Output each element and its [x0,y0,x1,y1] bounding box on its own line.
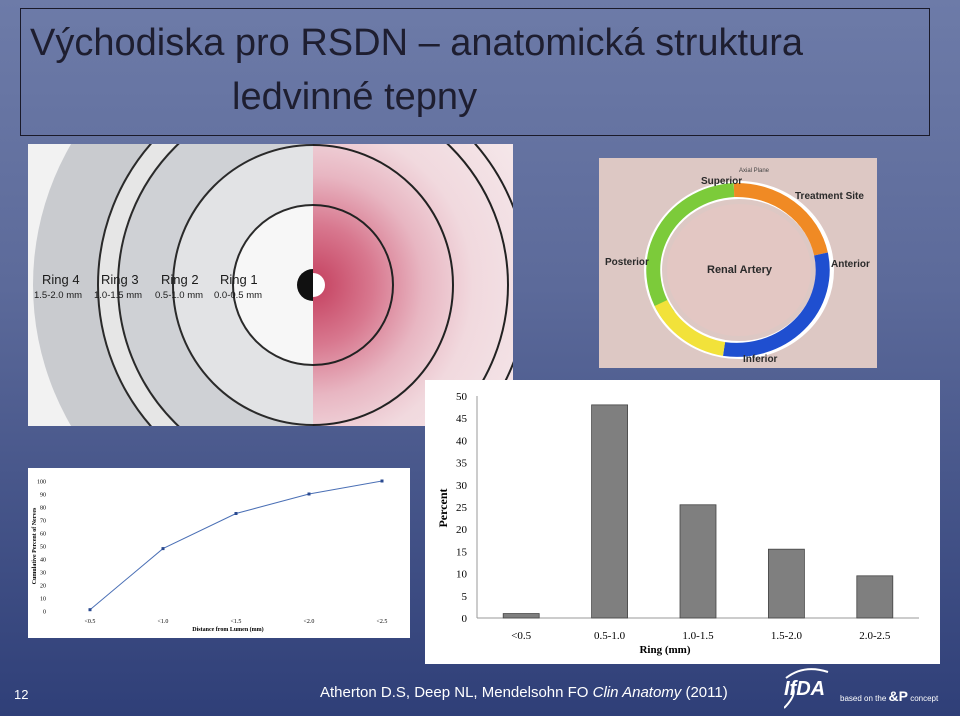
logo-swoosh-icon [784,668,829,709]
bar-y-axis-label: Percent [436,488,450,527]
line-ytick-label: 10 [40,597,46,603]
ring-bar-chart: 0 5 10 15 20 25 30 35 40 45 50 <0.5 0.5-1.0 1.0-1.5 1.… [425,380,940,664]
bar [502,613,540,619]
bar [767,548,805,619]
line-ytick-label: 80 [40,506,46,512]
histology-rings-overlay [313,144,513,426]
bar [591,404,629,619]
ring1-label: Ring 1 [220,272,258,287]
logo-tagline-based: based on the [840,694,887,703]
superior-label: Superior [701,176,743,187]
bar-ytick-label: 15 [456,546,468,558]
ring2-label: Ring 2 [161,272,199,287]
arc-yellow [654,299,726,356]
bar-ytick-label: 5 [462,591,468,603]
logo-tagline: based on the &P concept [840,688,938,704]
citation-journal: Clin Anatomy [592,684,682,701]
axial-plane-label: Axial Plane [739,168,770,174]
bar-ytick-label: 40 [456,435,468,447]
line-ytick-label: 100 [37,480,46,486]
bar-ytick-label: 45 [456,413,468,425]
anterior-label: Anterior [831,259,870,270]
line-ytick-label: 40 [40,558,46,564]
citation: Atherton D.S, Deep NL, Mendelsohn FO Cli… [320,684,728,701]
line-ytick-label: 50 [40,545,46,551]
bar-chart-svg: 0 5 10 15 20 25 30 35 40 45 50 <0.5 0.5-1.0 1.0-1.5 1.… [436,391,919,656]
ring1-range: 0.0-0.5 mm [214,290,263,301]
line-xtick-label: <1.0 [158,619,169,625]
bar-ytick-label: 30 [456,480,468,492]
bar-xtick-label: <0.5 [511,630,531,642]
inferior-label: Inferior [743,354,778,365]
logo-text: IfDA [784,678,826,700]
title-box [20,8,930,136]
renal-artery-figure: Axial Plane Superior Treatment Site Post… [599,158,877,368]
arc-green [646,183,735,321]
line-point [88,608,92,612]
bar-ytick-label: 35 [456,458,468,470]
line-ytick-label: 90 [40,493,46,499]
bar-ytick-label: 20 [456,524,468,536]
line-xtick-label: <2.5 [377,619,388,625]
line-ytick-label: 70 [40,519,46,525]
ifda-logo: IfDA based on the &P concept [784,664,946,710]
line-xtick-label: <2.0 [304,619,315,625]
bar-ytick-label: 0 [462,613,468,625]
ring3-range: 1.0-1.5 mm [94,290,143,301]
line-point [161,547,165,551]
cumulative-line-chart: 0 10 20 30 40 50 60 70 80 90 100 <0.5 <1.0 <1.5 <2.0 <2… [28,468,410,638]
histology-image [313,144,513,426]
line-ytick-label: 0 [43,610,46,616]
line-x-axis-label: Distance from Lumen (mm) [192,626,263,633]
line-xtick-label: <0.5 [85,619,96,625]
bar-ytick-label: 25 [456,502,468,514]
bar [679,504,717,619]
arc-blue [723,252,830,357]
posterior-label: Posterior [605,257,649,268]
bar-ytick-label: 50 [456,391,468,403]
line-ytick-label: 60 [40,532,46,538]
line-point [380,479,384,483]
slide-title-line2: ledvinné tepny [232,76,478,118]
bar-xtick-label: 2.0-2.5 [859,630,891,642]
ring4-label: Ring 4 [42,272,80,287]
bar-xtick-label: 1.5-2.0 [771,630,803,642]
logo-tagline-concept: concept [910,694,939,703]
ring3-label: Ring 3 [101,272,139,287]
artery-ring-diagram [644,181,834,359]
line-ytick-label: 30 [40,571,46,577]
bar-xtick-label: 1.0-1.5 [682,630,714,642]
renal-artery-label: Renal Artery [707,264,773,276]
bar-x-axis-label: Ring (mm) [639,644,690,656]
treatment-site-label: Treatment Site [795,191,864,202]
line-series [89,480,383,611]
bar-ytick-label: 10 [456,569,468,581]
slide-number: 12 [14,687,29,702]
line-y-axis-label: Cumulative Percent of Nerves [32,507,38,584]
logo-ip-mark: &P [888,688,908,704]
bar [856,575,894,619]
citation-authors: Atherton D.S, Deep NL, Mendelsohn FO [320,684,593,701]
bar-xtick-label: 0.5-1.0 [594,630,626,642]
line-point [234,512,238,515]
ring4-range: 1.5-2.0 mm [34,290,83,301]
line-xtick-label: <1.5 [231,619,242,625]
rings-figure: Ring 4 1.5-2.0 mm Ring 3 1.0-1.5 mm Ring… [28,144,513,426]
line-ytick-label: 20 [40,584,46,590]
arc-orange [733,182,828,256]
line-chart-svg: 0 10 20 30 40 50 60 70 80 90 100 <0.5 <1.0 <1.5 <2.0 <2… [32,479,388,633]
line-point [307,492,311,496]
slide-title-line1: Východiska pro RSDN – anatomická struktu… [30,22,803,64]
citation-year: (2011) [681,684,728,701]
ring2-range: 0.5-1.0 mm [155,290,204,301]
